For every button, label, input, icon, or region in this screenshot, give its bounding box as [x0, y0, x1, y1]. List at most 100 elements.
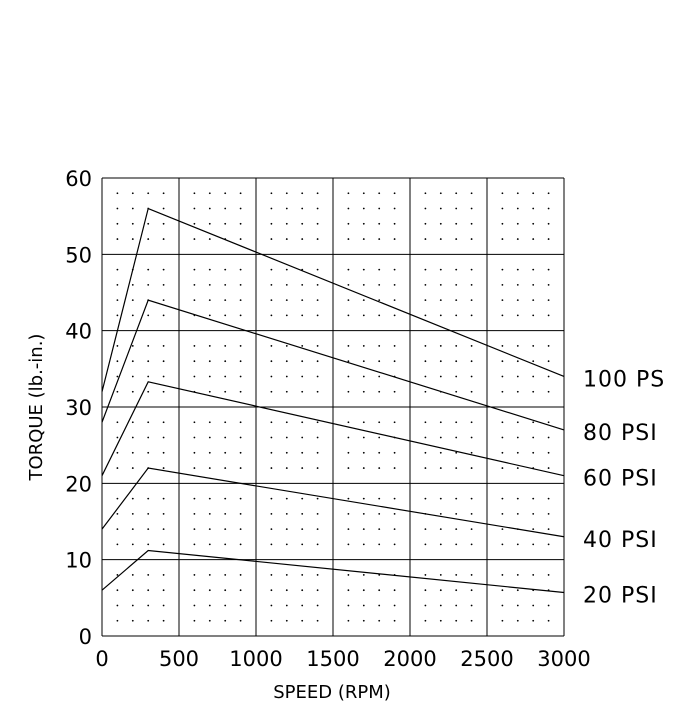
grid-dot	[362, 390, 365, 393]
grid-dot	[116, 619, 119, 622]
grid-dot	[532, 283, 535, 286]
grid-dot	[193, 436, 196, 439]
grid-dot	[393, 360, 396, 363]
grid-dot	[501, 619, 504, 622]
grid-dot	[116, 574, 119, 576]
y-tick-label: 40	[65, 320, 92, 344]
grid-dot	[285, 360, 288, 363]
grid-dot	[239, 222, 242, 225]
series-line	[101, 549, 565, 594]
grid-dot	[455, 283, 458, 286]
grid-dot	[239, 192, 242, 195]
grid-dot	[208, 574, 211, 576]
y-tick-label: 10	[65, 549, 92, 573]
grid-dot	[301, 574, 304, 576]
grid-dot	[316, 360, 319, 363]
grid-dot	[424, 528, 427, 531]
grid-dot	[470, 222, 473, 225]
grid-dot	[316, 451, 319, 454]
grid-dot	[455, 314, 458, 317]
grid-dot	[424, 238, 427, 240]
grid-dot	[208, 512, 211, 515]
grid-dot	[301, 436, 304, 439]
grid-dot	[532, 543, 535, 546]
grid-dot	[362, 268, 365, 271]
grid-dot	[208, 604, 211, 607]
grid-dot	[270, 619, 273, 622]
grid-dot	[470, 497, 473, 500]
grid-dot	[424, 375, 427, 378]
grid-dot	[501, 192, 504, 195]
grid-dot	[516, 497, 519, 500]
grid-dot	[162, 268, 165, 271]
grid-dot	[378, 238, 381, 240]
grid-dot	[301, 345, 304, 347]
grid-dot	[516, 283, 519, 286]
grid-dot	[424, 268, 427, 271]
grid-dot	[470, 619, 473, 622]
grid-dot	[362, 222, 365, 225]
grid-dot	[532, 528, 535, 531]
grid-dot	[131, 375, 134, 378]
grid-dot	[439, 283, 442, 286]
grid-dot	[470, 512, 473, 515]
grid-dot	[532, 574, 535, 576]
grid-dot	[193, 528, 196, 531]
grid-dot	[162, 375, 165, 378]
grid-dot	[285, 238, 288, 240]
grid-dot	[516, 299, 519, 302]
grid-dot	[193, 619, 196, 622]
series-label: 60 PSI	[583, 467, 658, 492]
grid-dot	[193, 421, 196, 424]
grid-dot	[270, 604, 273, 607]
grid-dot	[224, 467, 227, 469]
grid-dot	[224, 268, 227, 271]
x-tick-label: 3000	[537, 647, 590, 671]
grid-dot	[193, 222, 196, 225]
grid-dot	[239, 543, 242, 546]
grid-dot	[193, 345, 196, 347]
grid-dot	[393, 467, 396, 469]
grid-dot	[239, 314, 242, 317]
grid-dot	[532, 436, 535, 439]
grid-dot	[270, 360, 273, 363]
grid-dot	[301, 528, 304, 531]
grid-dot	[116, 299, 119, 302]
grid-dot	[378, 528, 381, 531]
grid-dot	[301, 451, 304, 454]
grid-dot	[532, 238, 535, 240]
grid-dot	[239, 238, 242, 240]
grid-dot	[547, 314, 550, 317]
grid-dot	[131, 238, 134, 240]
grid-dot	[547, 375, 550, 378]
grid-dot	[470, 543, 473, 546]
grid-dot	[116, 421, 119, 424]
grid-dot	[393, 390, 396, 393]
grid-dot	[270, 543, 273, 546]
grid-dot	[547, 436, 550, 439]
grid-dot	[301, 619, 304, 622]
grid-dot	[270, 390, 273, 393]
grid-dot	[501, 314, 504, 317]
x-tick-label: 1000	[229, 647, 282, 671]
grid-dot	[147, 574, 150, 576]
grid-dot	[378, 619, 381, 622]
x-tick-label: 2000	[383, 647, 436, 671]
grid-dot	[224, 299, 227, 302]
grid-dot	[393, 283, 396, 286]
grid-dot	[378, 604, 381, 607]
grid-dot	[193, 268, 196, 271]
grid-dot	[516, 512, 519, 515]
grid-dot	[270, 574, 273, 576]
grid-dot	[439, 421, 442, 424]
grid-dot	[516, 222, 519, 225]
grid-dot	[532, 619, 535, 622]
grid-dot	[131, 390, 134, 393]
grid-dot	[439, 360, 442, 363]
grid-dot	[378, 299, 381, 302]
grid-dot	[316, 375, 319, 378]
grid-dot	[516, 543, 519, 546]
grid-dot	[347, 314, 350, 317]
grid-dot	[455, 421, 458, 424]
grid-dot	[116, 528, 119, 531]
